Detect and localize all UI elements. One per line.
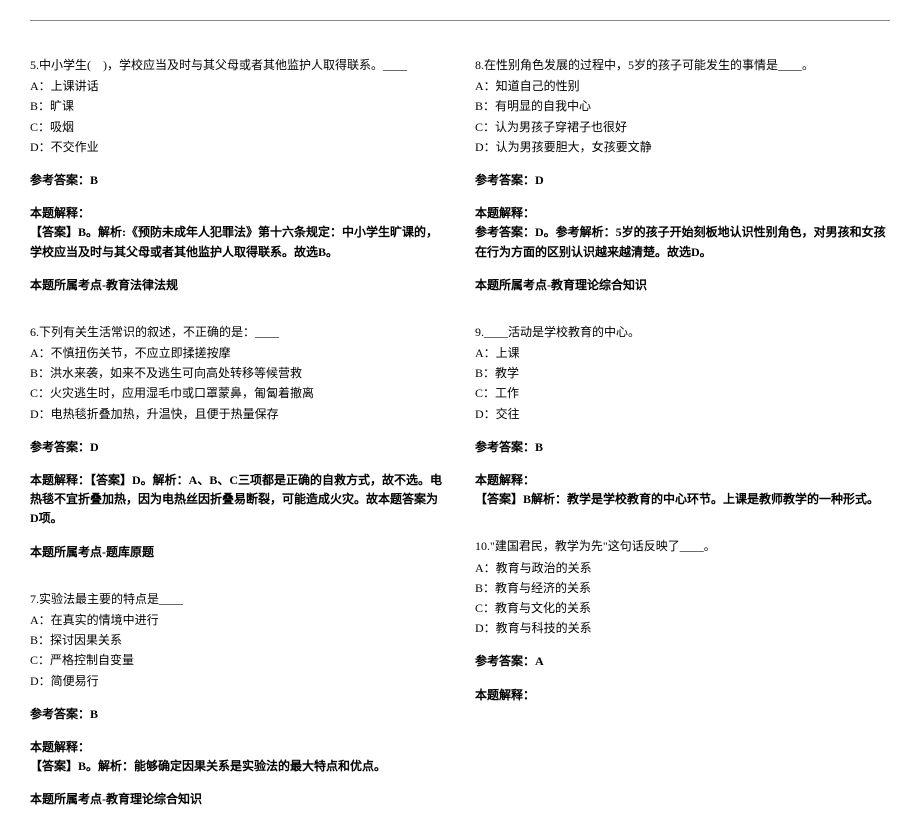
- q7-opt-d: D：简便易行: [30, 672, 445, 691]
- q7-opt-b: B：探讨因果关系: [30, 631, 445, 650]
- q9-opt-b: B：教学: [475, 364, 890, 383]
- q10-question: 10."建国君民，教学为先"这句话反映了____。: [475, 537, 890, 556]
- q10-opt-b: B：教育与经济的关系: [475, 579, 890, 598]
- q5-topic: 本题所属考点-教育法律法规: [30, 276, 445, 295]
- q8-opt-c: C：认为男孩子穿裙子也很好: [475, 118, 890, 137]
- question-10: 10."建国君民，教学为先"这句话反映了____。 A：教育与政治的关系 B：教…: [475, 537, 890, 704]
- q9-explanation: 本题解释： 【答案】B解析：教学是学校教育的中心环节。上课是教师教学的一种形式。: [475, 471, 890, 509]
- left-column: 5.中小学生( )，学校应当及时与其父母或者其他监护人取得联系。____ A：上…: [30, 56, 445, 837]
- q9-opt-d: D：交往: [475, 405, 890, 424]
- q9-expl-text: 【答案】B解析：教学是学校教育的中心环节。上课是教师教学的一种形式。: [475, 490, 890, 509]
- q9-question: 9.____活动是学校教育的中心。: [475, 323, 890, 342]
- question-5: 5.中小学生( )，学校应当及时与其父母或者其他监护人取得联系。____ A：上…: [30, 56, 445, 295]
- q10-opt-a: A：教育与政治的关系: [475, 559, 890, 578]
- q8-expl-label: 本题解释：: [475, 204, 890, 223]
- q6-opt-c: C：火灾逃生时，应用湿毛巾或口罩蒙鼻，匍匐着撤离: [30, 384, 445, 403]
- q7-opt-c: C：严格控制自变量: [30, 651, 445, 670]
- question-9: 9.____活动是学校教育的中心。 A：上课 B：教学 C：工作 D：交往 参考…: [475, 323, 890, 510]
- q7-question: 7.实验法最主要的特点是____: [30, 590, 445, 609]
- q6-explanation: 本题解释：【答案】D。解析：A、B、C三项都是正确的自救方式，故不选。电热毯不宜…: [30, 471, 445, 529]
- q9-opt-a: A：上课: [475, 344, 890, 363]
- q6-topic: 本题所属考点-题库原题: [30, 543, 445, 562]
- question-7: 7.实验法最主要的特点是____ A：在真实的情境中进行 B：探讨因果关系 C：…: [30, 590, 445, 810]
- q5-opt-a: A：上课讲话: [30, 77, 445, 96]
- q7-answer: 参考答案：B: [30, 705, 445, 724]
- q5-opt-b: B：旷课: [30, 97, 445, 116]
- content-columns: 5.中小学生( )，学校应当及时与其父母或者其他监护人取得联系。____ A：上…: [30, 56, 890, 837]
- q10-explanation: 本题解释：: [475, 686, 890, 705]
- q5-expl-text: 【答案】B。解析:《预防未成年人犯罪法》第十六条规定：中小学生旷课的，学校应当及…: [30, 223, 445, 261]
- q6-answer: 参考答案：D: [30, 438, 445, 457]
- q6-opt-d: D：电热毯折叠加热，升温快，且便于热量保存: [30, 405, 445, 424]
- q8-opt-b: B：有明显的自我中心: [475, 97, 890, 116]
- q6-opt-a: A：不慎扭伤关节，不应立即揉搓按摩: [30, 344, 445, 363]
- q10-opt-d: D：教育与科技的关系: [475, 619, 890, 638]
- q7-opt-a: A：在真实的情境中进行: [30, 611, 445, 630]
- q7-expl-label: 本题解释：: [30, 738, 445, 757]
- q5-opt-c: C：吸烟: [30, 118, 445, 137]
- question-6: 6.下列有关生活常识的叙述，不正确的是：____ A：不慎扭伤关节，不应立即揉搓…: [30, 323, 445, 562]
- q5-explanation: 本题解释： 【答案】B。解析:《预防未成年人犯罪法》第十六条规定：中小学生旷课的…: [30, 204, 445, 262]
- q9-expl-label: 本题解释：: [475, 471, 890, 490]
- q8-topic: 本题所属考点-教育理论综合知识: [475, 276, 890, 295]
- q9-options: A：上课 B：教学 C：工作 D：交往: [475, 344, 890, 424]
- q7-explanation: 本题解释： 【答案】B。解析：能够确定因果关系是实验法的最大特点和优点。: [30, 738, 445, 776]
- q8-opt-a: A：知道自己的性别: [475, 77, 890, 96]
- q10-opt-c: C：教育与文化的关系: [475, 599, 890, 618]
- q10-expl-label: 本题解释：: [475, 686, 890, 705]
- q8-answer: 参考答案：D: [475, 171, 890, 190]
- q10-options: A：教育与政治的关系 B：教育与经济的关系 C：教育与文化的关系 D：教育与科技…: [475, 559, 890, 639]
- top-divider: [30, 20, 890, 21]
- q6-opt-b: B：洪水来袭，如来不及逃生可向高处转移等候营救: [30, 364, 445, 383]
- q9-opt-c: C：工作: [475, 384, 890, 403]
- question-8: 8.在性别角色发展的过程中，5岁的孩子可能发生的事情是____。 A：知道自己的…: [475, 56, 890, 295]
- q7-expl-text: 【答案】B。解析：能够确定因果关系是实验法的最大特点和优点。: [30, 757, 445, 776]
- q8-expl-text: 参考答案：D。参考解析：5岁的孩子开始刻板地认识性别角色，对男孩和女孩在行为方面…: [475, 223, 890, 261]
- q8-explanation: 本题解释： 参考答案：D。参考解析：5岁的孩子开始刻板地认识性别角色，对男孩和女…: [475, 204, 890, 262]
- q5-answer: 参考答案：B: [30, 171, 445, 190]
- q8-options: A：知道自己的性别 B：有明显的自我中心 C：认为男孩子穿裙子也很好 D：认为男…: [475, 77, 890, 157]
- right-column: 8.在性别角色发展的过程中，5岁的孩子可能发生的事情是____。 A：知道自己的…: [475, 56, 890, 837]
- q5-opt-d: D：不交作业: [30, 138, 445, 157]
- q5-expl-label: 本题解释：: [30, 204, 445, 223]
- q6-expl-text: 本题解释：【答案】D。解析：A、B、C三项都是正确的自救方式，故不选。电热毯不宜…: [30, 471, 445, 529]
- q9-answer: 参考答案：B: [475, 438, 890, 457]
- q6-options: A：不慎扭伤关节，不应立即揉搓按摩 B：洪水来袭，如来不及逃生可向高处转移等候营…: [30, 344, 445, 424]
- q7-topic: 本题所属考点-教育理论综合知识: [30, 790, 445, 809]
- q8-opt-d: D：认为男孩要胆大，女孩要文静: [475, 138, 890, 157]
- q10-answer: 参考答案：A: [475, 652, 890, 671]
- q6-question: 6.下列有关生活常识的叙述，不正确的是：____: [30, 323, 445, 342]
- q5-options: A：上课讲话 B：旷课 C：吸烟 D：不交作业: [30, 77, 445, 157]
- q8-question: 8.在性别角色发展的过程中，5岁的孩子可能发生的事情是____。: [475, 56, 890, 75]
- q5-question: 5.中小学生( )，学校应当及时与其父母或者其他监护人取得联系。____: [30, 56, 445, 75]
